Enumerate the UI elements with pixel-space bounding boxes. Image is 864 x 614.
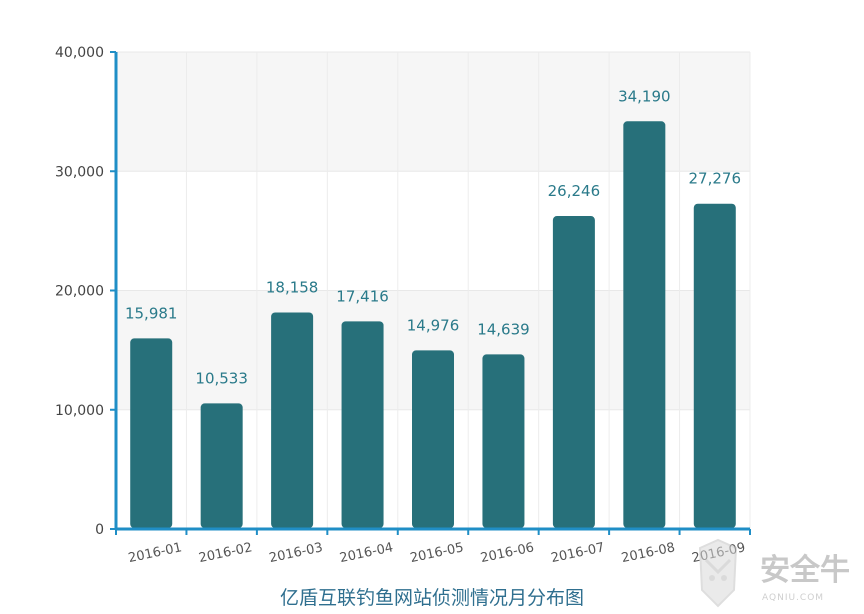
bar — [693, 203, 736, 528]
watermark-text: 安全牛 — [760, 553, 850, 588]
x-tick-label: 2016-04 — [338, 540, 394, 566]
bar — [271, 312, 314, 528]
y-tick-label: 40,000 — [55, 45, 104, 61]
bar — [412, 350, 454, 528]
bar — [552, 216, 595, 528]
data-label: 15,981 — [125, 304, 178, 322]
x-tick-label: 2016-06 — [479, 540, 535, 566]
data-label: 26,246 — [548, 182, 601, 200]
bars — [130, 121, 736, 529]
x-tick-label: 2016-08 — [620, 540, 676, 566]
bar — [341, 321, 384, 528]
y-tick-label: 10,000 — [55, 403, 104, 419]
x-tick-label: 2016-05 — [409, 540, 465, 566]
bar — [200, 403, 243, 528]
data-label: 34,190 — [618, 87, 671, 105]
y-axis: 0 10,000 20,000 30,000 40,000 — [55, 45, 118, 538]
x-axis: 2016-01 2016-02 2016-03 2016-04 2016-05 2016-… — [115, 527, 751, 566]
watermark-subtext: AQNIU.COM — [762, 593, 824, 603]
bar — [482, 354, 525, 528]
y-tick-label: 0 — [95, 522, 104, 538]
data-label: 27,276 — [689, 170, 742, 188]
y-tick-label: 30,000 — [55, 164, 104, 180]
data-labels: 15,981 10,533 18,158 17,416 14,976 14,639 26,2… — [125, 87, 741, 387]
data-label: 18,158 — [266, 278, 319, 296]
data-label: 14,639 — [477, 320, 530, 338]
watermark: 安全牛 AQNIU.COM — [698, 538, 850, 608]
x-tick-label: 2016-01 — [127, 540, 183, 566]
bar — [623, 121, 666, 529]
x-tick-label: 2016-07 — [550, 540, 606, 566]
data-label: 17,416 — [336, 287, 389, 305]
bar — [130, 338, 173, 528]
data-label: 10,533 — [195, 369, 248, 387]
y-tick-label: 20,000 — [55, 284, 104, 300]
data-label: 14,976 — [407, 316, 460, 334]
chart-title: 亿盾互联钓鱼网站侦测情况月分布图 — [280, 587, 584, 609]
x-tick-label: 2016-03 — [268, 540, 324, 566]
watermark-logo-icon — [698, 538, 738, 608]
x-tick-label: 2016-02 — [197, 540, 253, 566]
